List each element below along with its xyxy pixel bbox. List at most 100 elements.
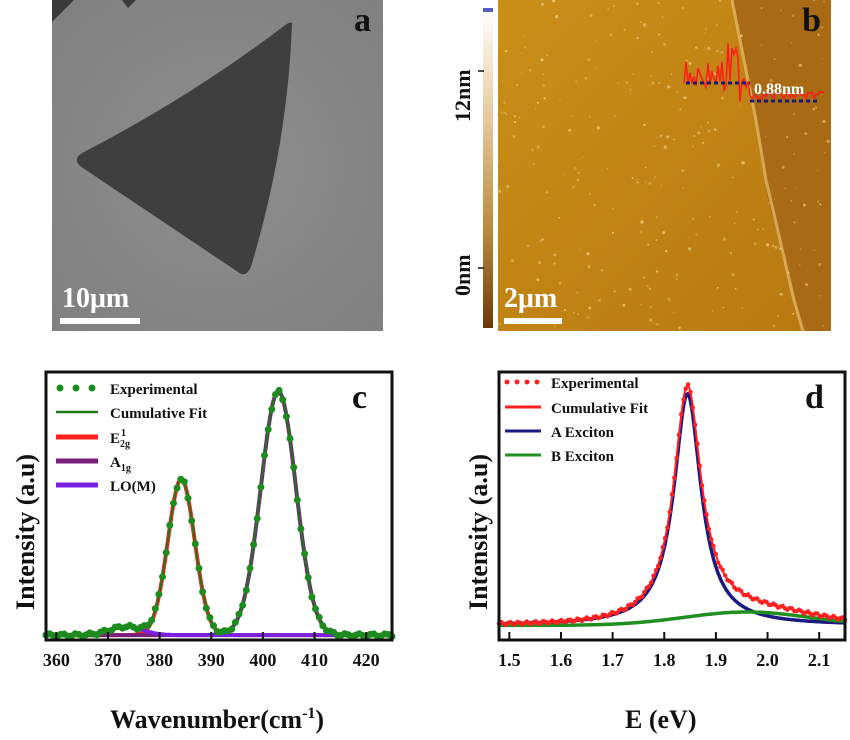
panel-d-ylabel: Intensity (a.u) — [464, 454, 493, 610]
surface-speck — [673, 138, 675, 141]
legend-e2g: E1 2g — [110, 428, 130, 450]
surface-speck — [534, 107, 537, 110]
surface-speck — [653, 176, 657, 179]
surface-speck — [595, 67, 597, 69]
surface-speck — [536, 145, 540, 149]
surface-speck — [773, 58, 776, 60]
experimental-point — [191, 540, 199, 548]
step-edge — [730, 0, 805, 331]
panel-c-label: c — [352, 379, 367, 416]
panel-b-label: b — [802, 2, 821, 39]
legend-e2g-sub: 2g — [120, 439, 130, 450]
surface-speck — [631, 177, 634, 180]
surface-speck — [558, 282, 562, 285]
experimental-point — [286, 435, 294, 442]
surface-speck — [776, 314, 779, 317]
surface-speck — [688, 247, 692, 251]
surface-speck — [760, 7, 763, 10]
surface-speck — [581, 156, 584, 158]
surface-speck — [790, 200, 793, 202]
surface-speck — [498, 160, 500, 163]
surface-speck — [598, 299, 601, 302]
surface-speck — [503, 101, 506, 104]
surface-speck — [685, 59, 689, 63]
surface-speck — [640, 303, 642, 306]
panel-b-colorbar: 12nm 0nm — [450, 8, 493, 328]
surface-speck — [543, 97, 546, 100]
surface-speck — [563, 173, 566, 176]
surface-speck — [589, 14, 593, 17]
experimental-point — [173, 484, 181, 492]
surface-speck — [512, 135, 516, 138]
panel-c-xlabel: Wavenumber(cm-1) — [110, 705, 324, 734]
surface-speck — [607, 8, 609, 10]
surface-speck — [651, 81, 655, 85]
x-tick-label: 1.9 — [705, 650, 728, 670]
surface-speck — [587, 265, 591, 269]
legend-cumulative: Cumulative Fit — [110, 406, 207, 422]
surface-speck — [587, 316, 590, 319]
surface-speck — [681, 169, 684, 173]
surface-speck — [536, 278, 540, 282]
surface-speck — [526, 244, 530, 248]
experimental-point — [253, 515, 261, 522]
corner-flake — [52, 0, 74, 22]
legend-a1g-main: A — [110, 455, 121, 471]
surface-speck — [760, 44, 763, 46]
surface-speck — [720, 0, 722, 2]
surface-speck — [817, 200, 820, 203]
experimental-point — [151, 605, 159, 613]
surface-speck — [500, 111, 504, 114]
experimental-point — [275, 386, 283, 394]
experimental-point — [257, 483, 265, 491]
surface-speck — [771, 244, 775, 248]
surface-speck — [538, 239, 542, 243]
surface-speck — [515, 83, 518, 87]
surface-speck — [553, 262, 556, 265]
surface-speck — [617, 82, 619, 84]
surface-speck — [822, 324, 825, 327]
surface-speck — [795, 187, 797, 189]
surface-speck — [716, 49, 719, 53]
surface-speck — [716, 163, 720, 167]
surface-speck — [613, 290, 616, 293]
surface-speck — [812, 107, 816, 111]
surface-speck — [613, 5, 615, 7]
surface-speck — [681, 7, 684, 9]
experimental-point — [148, 616, 156, 624]
experimental-point — [290, 463, 298, 471]
surface-speck — [588, 115, 591, 118]
surface-speck — [636, 36, 639, 40]
surface-speck — [792, 312, 795, 315]
surface-speck — [711, 310, 713, 312]
surface-speck — [824, 152, 826, 154]
experimental-point — [651, 573, 656, 578]
surface-speck — [667, 85, 671, 89]
experimental-point — [261, 451, 268, 459]
surface-speck — [819, 203, 822, 206]
surface-speck — [571, 115, 574, 117]
surface-speck — [510, 258, 515, 263]
experimental-point — [672, 475, 677, 480]
experimental-point — [202, 604, 210, 612]
experimental-point — [715, 560, 721, 565]
surface-speck — [818, 262, 822, 266]
surface-speck — [609, 33, 613, 37]
surface-speck — [787, 271, 790, 274]
surface-speck — [774, 245, 778, 249]
surface-speck — [545, 191, 548, 194]
colorbar-label-top: 12nm — [450, 69, 475, 122]
surface-speck — [673, 311, 675, 313]
panel-c-xlabel-close: ) — [315, 705, 324, 734]
experimental-point — [755, 596, 760, 601]
surface-speck — [813, 249, 816, 251]
surface-speck — [555, 15, 559, 19]
surface-speck — [572, 311, 575, 314]
experimental-point — [695, 441, 700, 446]
surface-speck — [758, 91, 761, 94]
surface-speck — [701, 141, 704, 144]
panel-c-chart: Intensity (a.u) Intensity (a.u) Wavenumb… — [11, 370, 396, 734]
panel-d-label: d — [805, 379, 824, 416]
surface-speck — [503, 111, 506, 114]
experimental-point — [690, 405, 695, 410]
